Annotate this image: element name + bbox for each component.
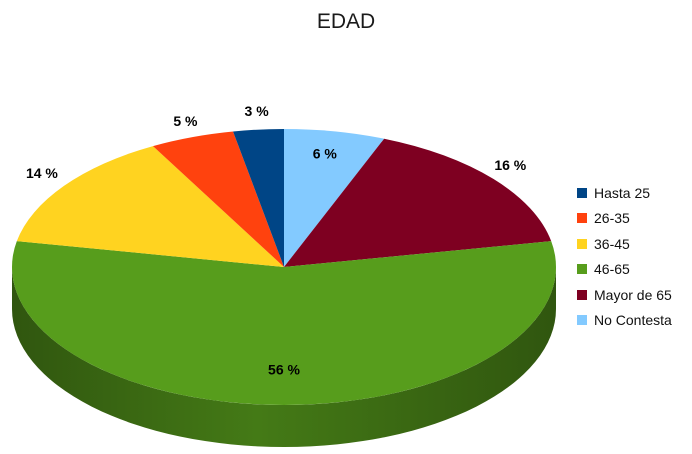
data-label-46-65: 56 % [268, 362, 300, 378]
legend-item: 36-45 [577, 231, 672, 257]
legend-swatch [577, 187, 587, 198]
legend-label: 36-45 [594, 235, 630, 252]
legend-item: 46-65 [577, 257, 672, 283]
data-label-no-contesta: 6 % [313, 146, 338, 162]
pie-slice-46-65 [11, 241, 557, 405]
pie-slice-hasta-25 [233, 129, 284, 267]
pie-slice-mayor-de-65 [284, 138, 552, 267]
data-label-26-35: 5 % [173, 113, 198, 129]
pie-slice-26-35 [152, 131, 284, 267]
legend-swatch [577, 213, 587, 224]
legend-swatch [577, 238, 587, 249]
legend-item: No Contesta [577, 308, 672, 334]
legend-label: 26-35 [594, 210, 630, 227]
legend-swatch [577, 264, 587, 275]
legend-item: Hasta 25 [577, 180, 672, 206]
chart-title: EDAD [316, 10, 376, 33]
legend-label: No Contesta [594, 312, 672, 329]
data-label-hasta-25: 3 % [245, 103, 270, 119]
legend: Hasta 25 26-35 36-45 46-65 Mayor de 65 No Con… [577, 180, 672, 333]
legend-label: Hasta 25 [594, 184, 651, 201]
legend-label: 46-65 [594, 261, 630, 278]
legend-swatch [577, 315, 587, 326]
legend-label: Mayor de 65 [594, 286, 672, 303]
data-label-36-45: 14 % [26, 165, 58, 181]
data-label-mayor-de-65: 16 % [494, 157, 526, 173]
legend-item: 26-35 [577, 206, 672, 232]
pie-slice-36-45 [16, 146, 284, 267]
legend-item: Mayor de 65 [577, 282, 672, 308]
pie-side-46-65 [12, 267, 556, 447]
legend-swatch [577, 289, 587, 300]
pie-slice-no-contesta [284, 129, 385, 267]
